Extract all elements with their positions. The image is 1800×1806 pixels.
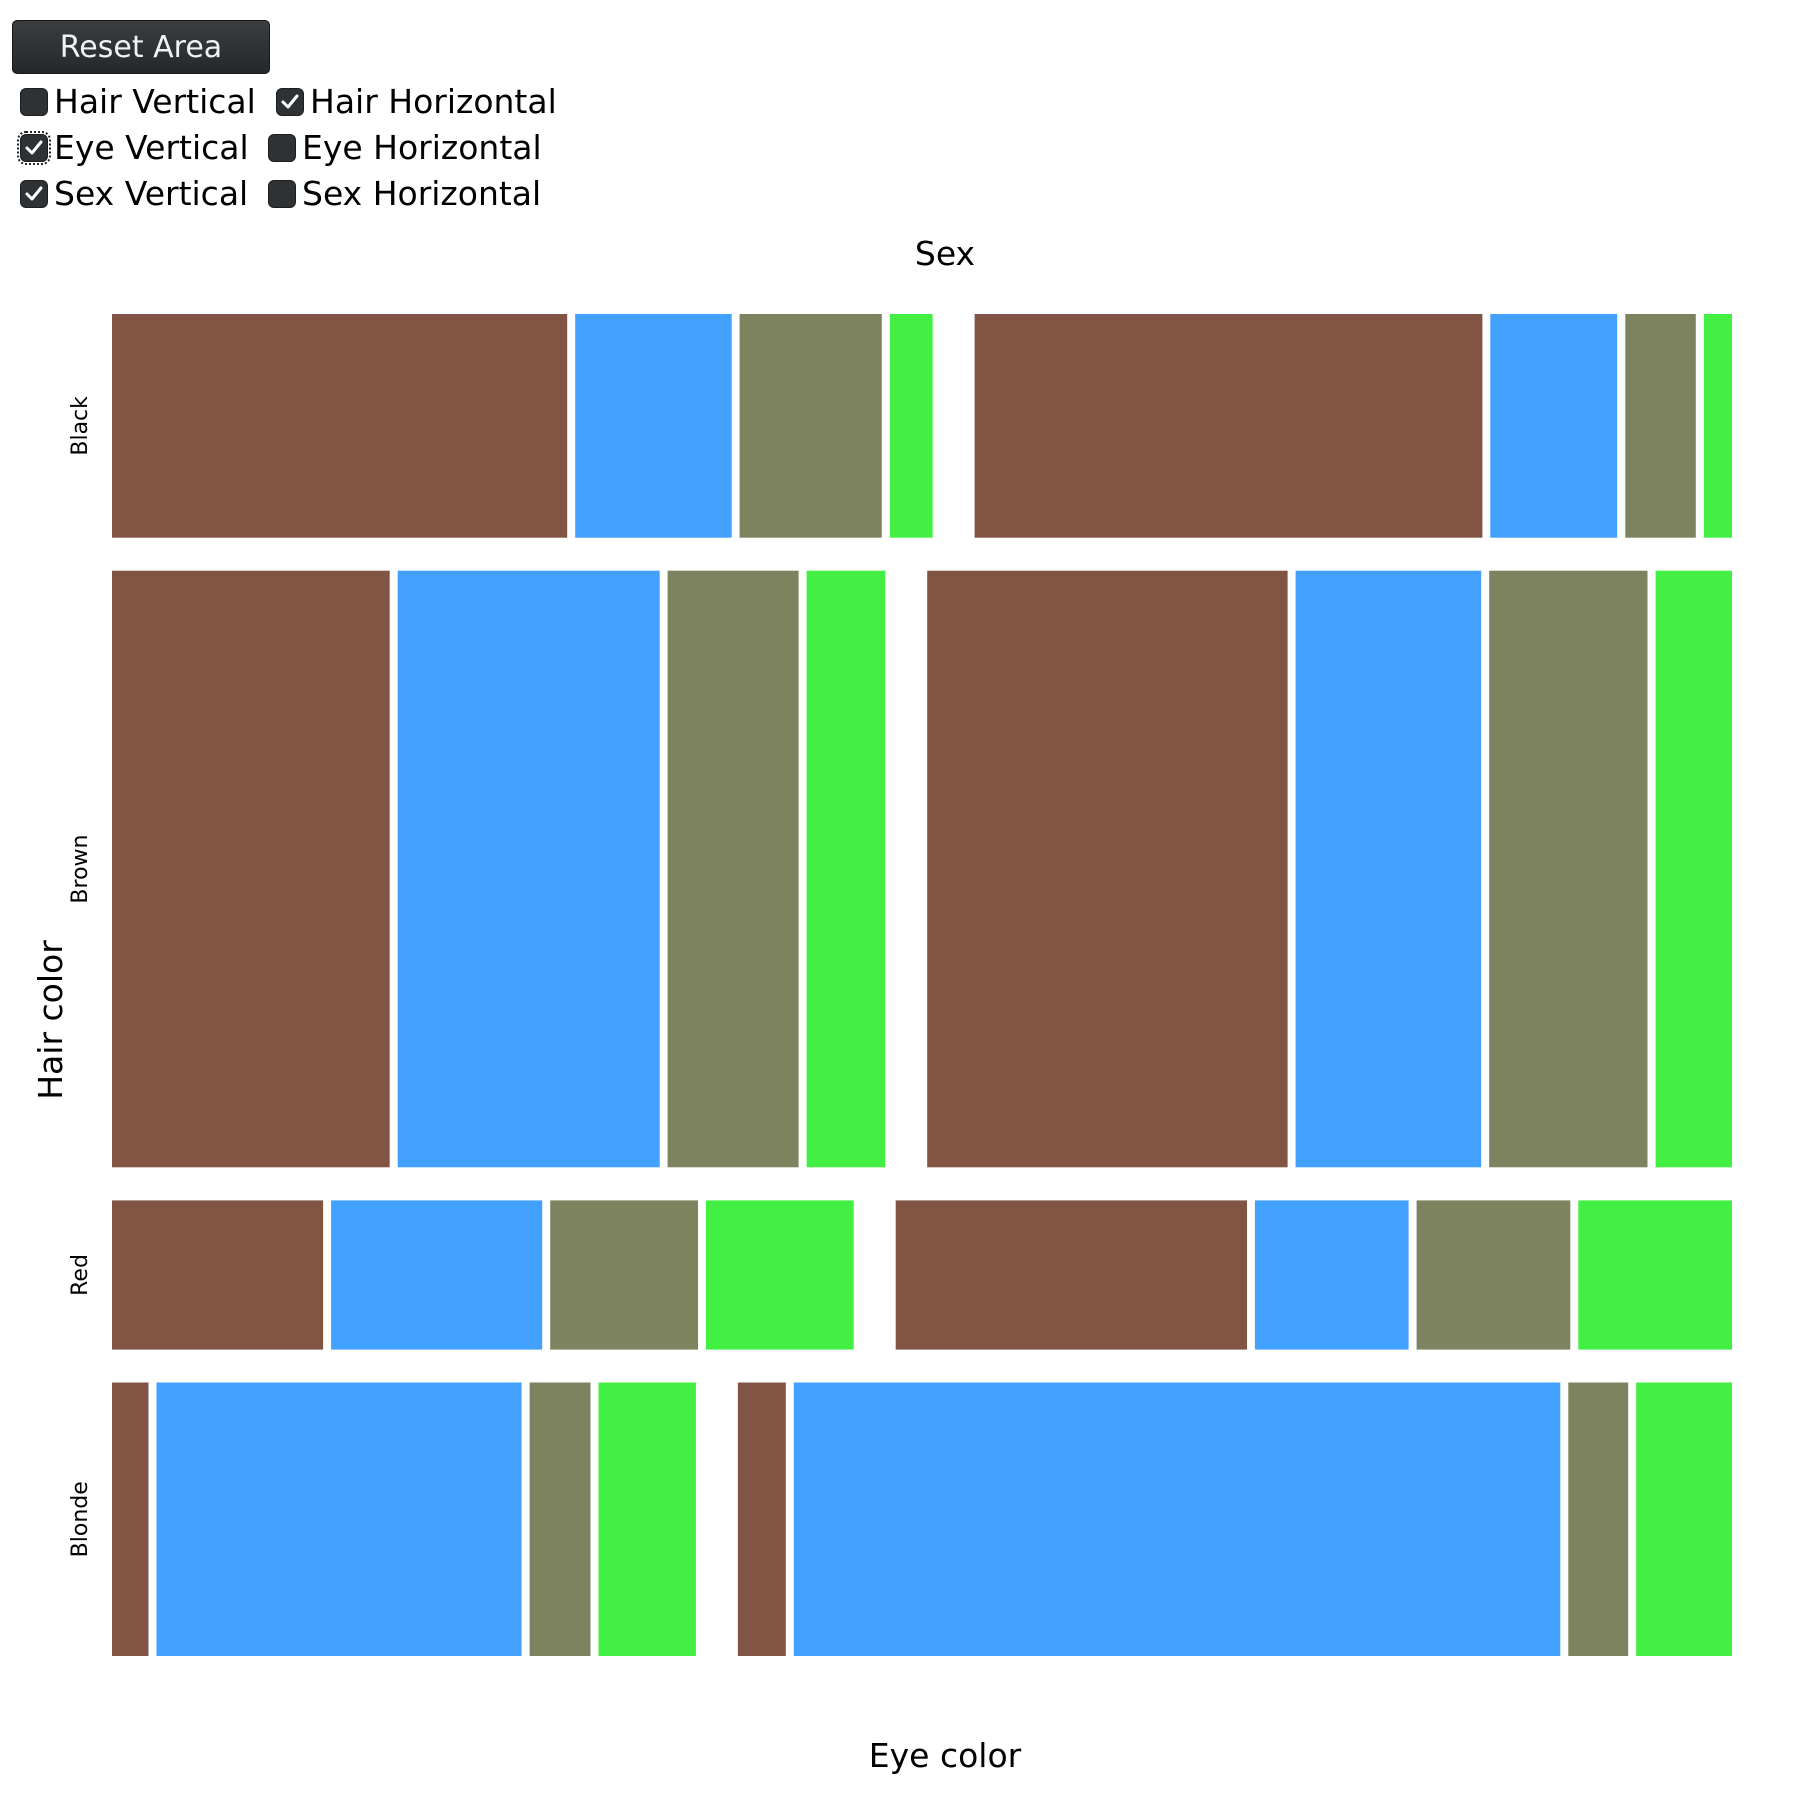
tile-blonde-sex1-green-eye[interactable] <box>598 1382 696 1657</box>
sex-vertical-label: Sex Vertical <box>54 174 249 213</box>
hair-label-black: Black <box>68 396 93 456</box>
eye-horizontal-label: Eye Horizontal <box>302 128 542 167</box>
checkmark-icon <box>25 140 43 154</box>
tile-black-sex1-hazel-eye[interactable] <box>739 314 882 538</box>
tile-brown-sex2-green-eye[interactable] <box>1655 570 1732 1168</box>
tile-blonde-sex2-brown-eye[interactable] <box>737 1382 786 1657</box>
tile-red-sex1-brown-eye[interactable] <box>112 1200 324 1350</box>
tile-red-sex2-brown-eye[interactable] <box>895 1200 1247 1350</box>
hair-horizontal-label: Hair Horizontal <box>310 82 557 121</box>
tile-brown-sex1-green-eye[interactable] <box>806 570 886 1168</box>
tile-brown-sex1-hazel-eye[interactable] <box>667 570 799 1168</box>
tile-red-sex2-hazel-eye[interactable] <box>1416 1200 1571 1350</box>
sex-horizontal-checkbox[interactable] <box>268 179 296 208</box>
hair-label-red: Red <box>68 1254 93 1296</box>
eye-horizontal-checkbox-row[interactable]: Eye Horizontal <box>268 128 542 167</box>
tile-black-sex1-blue-eye[interactable] <box>575 314 732 538</box>
tile-black-sex2-brown-eye[interactable] <box>974 314 1483 538</box>
checkmark-icon <box>25 186 43 200</box>
hair-vertical-label: Hair Vertical <box>54 82 256 121</box>
hair-horizontal-checkbox[interactable] <box>276 87 304 116</box>
tile-blonde-sex1-hazel-eye[interactable] <box>529 1382 591 1657</box>
sex-horizontal-label: Sex Horizontal <box>302 174 542 213</box>
y-axis-label: Hair color <box>31 940 70 1100</box>
eye-vertical-checkbox[interactable] <box>17 130 51 165</box>
tile-brown-sex1-blue-eye[interactable] <box>397 570 660 1168</box>
mosaic-tiles <box>112 314 1732 1656</box>
hair-label-blonde: Blonde <box>68 1481 93 1557</box>
hair-category-labels: Black Brown Red Blonde <box>68 396 93 1557</box>
eye-vertical-checkbox-row[interactable]: Eye Vertical <box>17 128 249 167</box>
hair-horizontal-checkbox-row[interactable]: Hair Horizontal <box>276 82 557 121</box>
tile-black-sex1-brown-eye[interactable] <box>112 314 568 538</box>
tile-blonde-sex1-blue-eye[interactable] <box>156 1382 522 1657</box>
hair-label-brown: Brown <box>68 835 93 904</box>
tile-red-sex2-green-eye[interactable] <box>1578 1200 1732 1350</box>
tile-red-sex1-hazel-eye[interactable] <box>550 1200 698 1350</box>
tile-black-sex2-blue-eye[interactable] <box>1490 314 1618 538</box>
tile-blonde-sex2-green-eye[interactable] <box>1636 1382 1732 1657</box>
tile-black-sex2-hazel-eye[interactable] <box>1625 314 1696 538</box>
sex-horizontal-checkbox-row[interactable]: Sex Horizontal <box>268 174 541 213</box>
tile-brown-sex2-brown-eye[interactable] <box>927 570 1288 1168</box>
tile-blonde-sex1-brown-eye[interactable] <box>112 1382 149 1657</box>
eye-horizontal-checkbox[interactable] <box>268 133 296 162</box>
checkmark-icon <box>281 94 299 108</box>
tile-red-sex1-blue-eye[interactable] <box>331 1200 543 1350</box>
eye-vertical-label: Eye Vertical <box>54 128 249 167</box>
tile-brown-sex1-brown-eye[interactable] <box>112 570 390 1168</box>
hair-vertical-checkbox-row[interactable]: Hair Vertical <box>20 82 256 121</box>
tile-black-sex1-green-eye[interactable] <box>889 314 933 538</box>
tile-red-sex1-green-eye[interactable] <box>705 1200 854 1350</box>
hair-vertical-checkbox[interactable] <box>20 87 48 116</box>
tile-blonde-sex2-blue-eye[interactable] <box>793 1382 1561 1657</box>
tile-brown-sex2-blue-eye[interactable] <box>1295 570 1482 1168</box>
tile-brown-sex2-hazel-eye[interactable] <box>1489 570 1648 1168</box>
tile-red-sex2-blue-eye[interactable] <box>1254 1200 1409 1350</box>
top-axis-label: Sex <box>915 234 975 273</box>
tile-blonde-sex2-hazel-eye[interactable] <box>1568 1382 1629 1657</box>
tile-black-sex2-green-eye[interactable] <box>1703 314 1732 538</box>
x-axis-label: Eye color <box>869 1736 1022 1775</box>
sex-vertical-checkbox-row[interactable]: Sex Vertical <box>20 174 248 213</box>
reset-area-button[interactable]: Reset Area <box>12 20 270 74</box>
sex-vertical-checkbox[interactable] <box>20 179 48 208</box>
